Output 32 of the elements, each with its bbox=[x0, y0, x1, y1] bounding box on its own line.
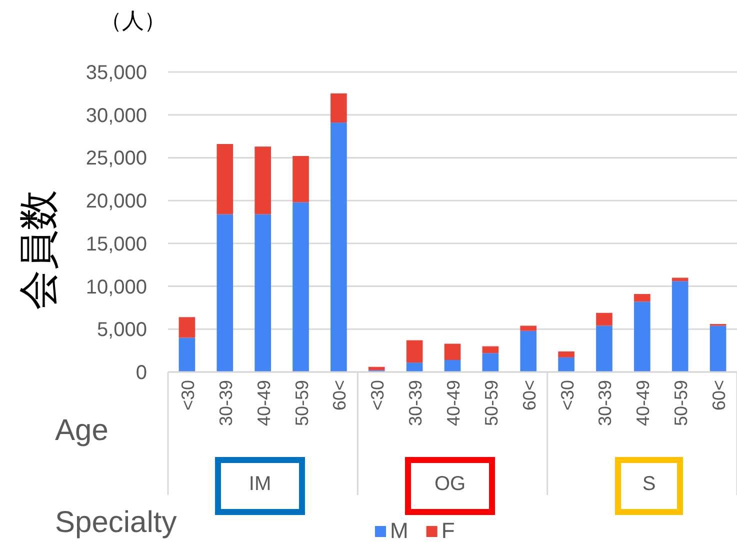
text: S bbox=[642, 473, 656, 495]
x-tick-label: 30-39 bbox=[595, 380, 616, 426]
x-tick-label: <30 bbox=[368, 380, 388, 411]
x-tick-label: <30 bbox=[178, 380, 198, 411]
y-tick-label: 0 bbox=[136, 362, 147, 384]
x-tick-label: 50-59 bbox=[292, 380, 312, 426]
y-tick-label: 30,000 bbox=[86, 104, 147, 127]
text: Specialty bbox=[55, 506, 177, 539]
legend-label: M bbox=[390, 518, 408, 542]
x-tick-label: 40-49 bbox=[254, 380, 274, 426]
y-tick-label: 35,000 bbox=[86, 62, 147, 84]
y-tick-label: 20,000 bbox=[86, 190, 147, 213]
x-tick-label: <30 bbox=[557, 380, 578, 411]
x-tick-label: 30-39 bbox=[216, 380, 236, 426]
x-tick-label: 50-59 bbox=[481, 380, 502, 426]
y-tick-label: 5,000 bbox=[96, 319, 147, 342]
x-axis-title: Age bbox=[55, 414, 108, 447]
x-tick-label: 60< bbox=[519, 380, 540, 411]
x-tick-label: 50-59 bbox=[671, 380, 692, 426]
y-tick-label: 25,000 bbox=[86, 148, 147, 170]
x-tick-label: 60< bbox=[330, 380, 350, 411]
text: （人） bbox=[100, 8, 166, 33]
y-tick-label: 10,000 bbox=[86, 276, 147, 298]
x-tick-label: 40-49 bbox=[633, 380, 654, 426]
text: OG bbox=[434, 473, 466, 495]
legend-label: F bbox=[441, 518, 455, 542]
x-tick-label: 60< bbox=[709, 380, 730, 411]
text: IM bbox=[248, 473, 272, 495]
x-tick-label: 30-39 bbox=[406, 380, 426, 426]
x-tick-label: 40-49 bbox=[444, 380, 464, 426]
y-tick-label: 15,000 bbox=[86, 233, 147, 256]
y-axis-title: 会員数 bbox=[17, 190, 61, 310]
